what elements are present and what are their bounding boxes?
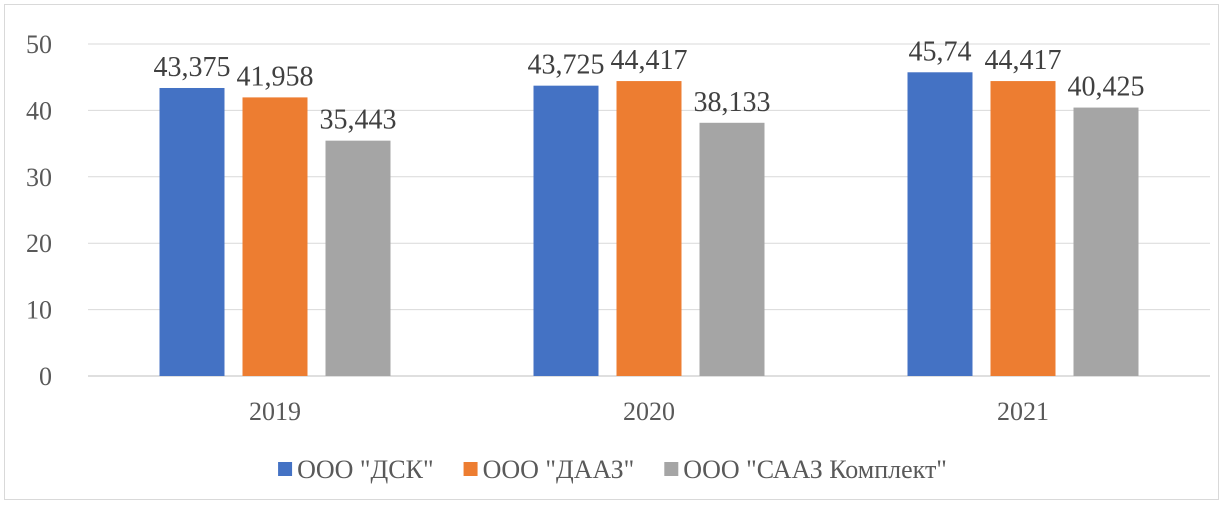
data-label: 44,417 <box>611 45 688 76</box>
y-tick-label: 10 <box>26 296 52 325</box>
data-label: 43,375 <box>154 52 231 83</box>
bar <box>907 72 973 376</box>
data-label: 40,425 <box>1068 72 1145 103</box>
legend: ООО "ДСК" ООО "ДААЗ" ООО "СААЗ Комплект" <box>278 455 947 484</box>
x-tick-label: 2021 <box>997 397 1049 426</box>
y-axis-ticks: 0 10 20 30 40 50 <box>26 30 52 391</box>
x-tick-label: 2020 <box>623 397 675 426</box>
bar <box>1073 107 1139 376</box>
bars <box>159 72 1139 377</box>
data-label: 41,958 <box>237 61 314 92</box>
legend-swatch <box>664 462 679 476</box>
bar <box>990 81 1056 377</box>
bar <box>159 87 225 377</box>
legend-label: ООО "СААЗ Комплект" <box>683 455 947 484</box>
y-tick-label: 50 <box>26 30 52 59</box>
data-label: 45,74 <box>909 36 972 67</box>
data-label: 35,443 <box>320 105 397 136</box>
data-label: 43,725 <box>528 50 605 81</box>
legend-swatch <box>278 462 293 476</box>
data-label: 44,417 <box>985 45 1062 76</box>
data-label: 38,133 <box>694 87 771 118</box>
bar <box>242 97 308 377</box>
bar <box>616 81 682 377</box>
legend-label: ООО "ДСК" <box>297 455 433 484</box>
legend-label: ООО "ДААЗ" <box>483 455 635 484</box>
x-tick-label: 2019 <box>249 397 301 426</box>
legend-swatch <box>463 462 478 476</box>
bar <box>325 140 391 376</box>
y-tick-label: 30 <box>26 163 52 192</box>
x-axis-ticks: 2019 2020 2021 <box>249 397 1049 426</box>
bar <box>533 85 599 376</box>
y-tick-label: 20 <box>26 229 52 258</box>
y-tick-label: 0 <box>39 362 52 391</box>
y-tick-label: 40 <box>26 96 52 125</box>
bar <box>699 122 765 377</box>
